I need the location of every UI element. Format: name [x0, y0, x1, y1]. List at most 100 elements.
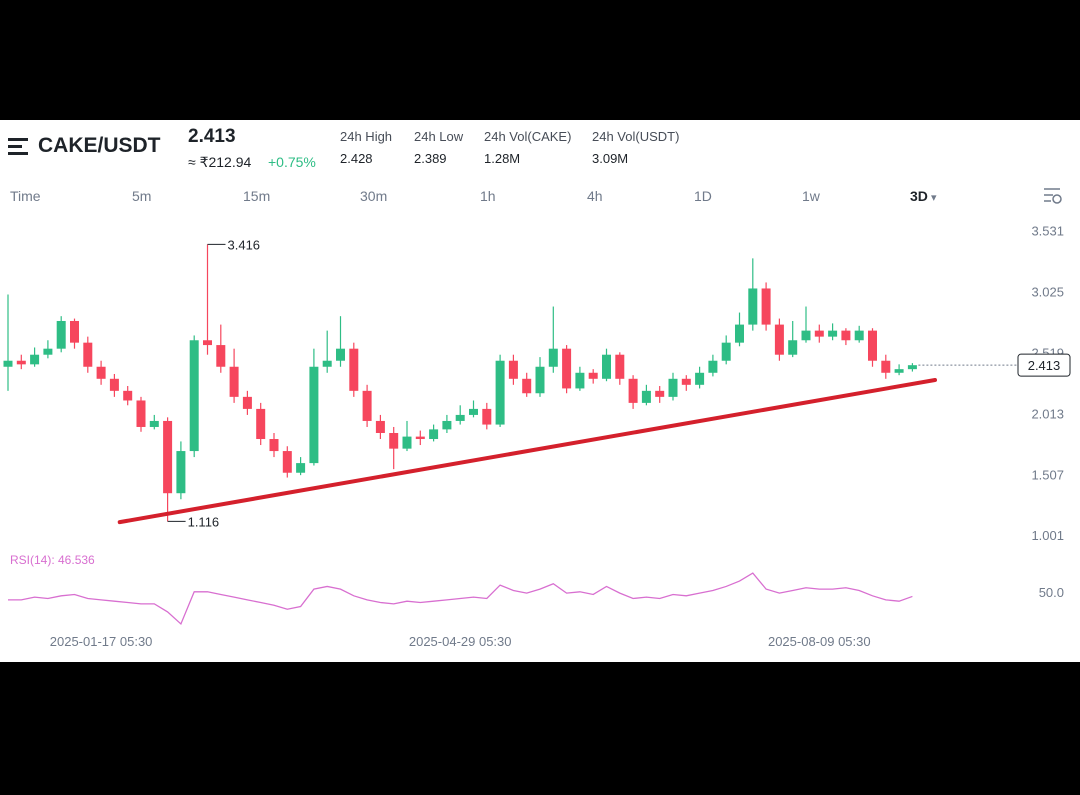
candle-body: [482, 408, 492, 425]
candle-body: [655, 390, 665, 397]
candle-body: [176, 451, 186, 494]
candle-body: [907, 365, 917, 370]
stat-value: 1.28M: [484, 151, 521, 166]
candle-body: [894, 369, 904, 373]
candle-body: [242, 396, 252, 409]
candle-body: [136, 400, 146, 427]
fiat-price: ≈ ₹212.94: [188, 154, 252, 170]
candle-body: [628, 378, 638, 403]
candle-body: [375, 420, 385, 433]
menu-icon[interactable]: [8, 137, 30, 157]
timeframe-tab[interactable]: 3D ▾: [910, 188, 937, 204]
candle-body: [788, 340, 798, 355]
x-tick-label: 2025-04-29 05:30: [409, 634, 512, 649]
candle-body: [668, 378, 678, 397]
candle-body: [282, 451, 292, 473]
candle-body: [336, 348, 345, 361]
candle-body: [269, 439, 279, 452]
candle-body: [442, 420, 452, 430]
stat-value: 2.428: [340, 151, 373, 166]
stat-label: 24h High: [340, 129, 393, 144]
candle-body: [96, 366, 106, 379]
candle-body: [854, 330, 864, 341]
candle-body: [362, 390, 372, 421]
y-tick-label: 1.001: [1031, 528, 1064, 543]
candle-body: [588, 372, 598, 379]
candle-body: [149, 420, 159, 427]
candle-body: [761, 288, 771, 325]
candle-body: [429, 429, 439, 440]
candle-body: [189, 340, 199, 452]
candle-body: [203, 340, 212, 346]
candle-body: [575, 372, 585, 389]
rsi-label: RSI(14): 46.536: [10, 553, 95, 567]
candle-body: [469, 408, 478, 415]
x-tick-label: 2025-01-17 05:30: [50, 634, 153, 649]
y-tick-label: 3.531: [1031, 224, 1064, 239]
candle-body: [548, 348, 558, 367]
candle-body: [296, 463, 306, 473]
stat-label: 24h Vol(USDT): [592, 129, 680, 144]
candle-body: [83, 342, 93, 367]
candle-body: [508, 360, 518, 379]
candle-body: [695, 372, 705, 385]
timeframe-tab[interactable]: 15m: [243, 188, 271, 204]
timeframe-tab[interactable]: 30m: [360, 188, 388, 204]
candle-body: [216, 345, 226, 367]
candle-body: [641, 390, 651, 403]
candle-body: [123, 390, 133, 401]
rsi-tick-label: 50.0: [1039, 585, 1064, 600]
dropdown-caret[interactable]: ▾: [927, 192, 937, 204]
candle-body: [30, 354, 40, 365]
candle-body: [681, 378, 691, 385]
candle-body: [535, 366, 545, 394]
candle-body: [801, 330, 811, 341]
y-tick-label: 2.013: [1031, 406, 1064, 421]
candle-body: [881, 360, 891, 373]
timeframe-tab[interactable]: 1w: [802, 188, 820, 204]
stat-label: 24h Low: [414, 129, 464, 144]
y-tick-label: 1.507: [1031, 467, 1064, 482]
timeframe-tab[interactable]: 1h: [480, 188, 496, 204]
candle-body: [774, 324, 784, 355]
candle-body: [3, 360, 13, 367]
price-change: +0.75%: [268, 154, 316, 170]
timeframe-tab[interactable]: Time: [10, 188, 41, 204]
candle-body: [455, 414, 465, 421]
candle-body: [814, 330, 824, 337]
stat-value: 3.09M: [592, 151, 629, 166]
candle-body: [56, 320, 66, 349]
high-label: 3.416: [228, 237, 261, 252]
x-tick-label: 2025-08-09 05:30: [768, 634, 871, 649]
settings-icon[interactable]: [1042, 186, 1064, 206]
candle-body: [735, 324, 744, 343]
stat-value: 2.389: [414, 151, 447, 166]
low-label: 1.116: [188, 514, 220, 529]
timeframe-tab[interactable]: 4h: [587, 188, 603, 204]
timeframe-tab[interactable]: 1D: [694, 188, 712, 204]
candle-body: [163, 420, 173, 494]
timeframe-tab[interactable]: 5m: [132, 188, 152, 204]
y-tick-label: 3.025: [1031, 284, 1064, 299]
candle-body: [389, 432, 399, 449]
candle-body: [402, 436, 412, 449]
pair-name[interactable]: CAKE/USDT: [38, 134, 161, 157]
candle-body: [841, 330, 851, 341]
chart: 3.5313.0252.5192.0131.5071.0013.4161.116…: [3, 224, 1071, 650]
candle-body: [415, 436, 425, 440]
candle-body: [309, 366, 319, 464]
candle-body: [522, 378, 532, 394]
candle-body: [868, 330, 877, 361]
last-price: 2.413: [188, 126, 236, 147]
candle-body: [109, 378, 119, 391]
last-price-label: 2.413: [1028, 358, 1061, 373]
candle-body: [322, 360, 332, 367]
candle-body: [70, 320, 79, 343]
candle-body: [229, 366, 239, 397]
trendline: [117, 378, 938, 525]
last-price-box: [1017, 353, 1071, 377]
candle-body: [602, 354, 611, 379]
candle-body: [256, 408, 266, 440]
candle-body: [562, 348, 572, 389]
